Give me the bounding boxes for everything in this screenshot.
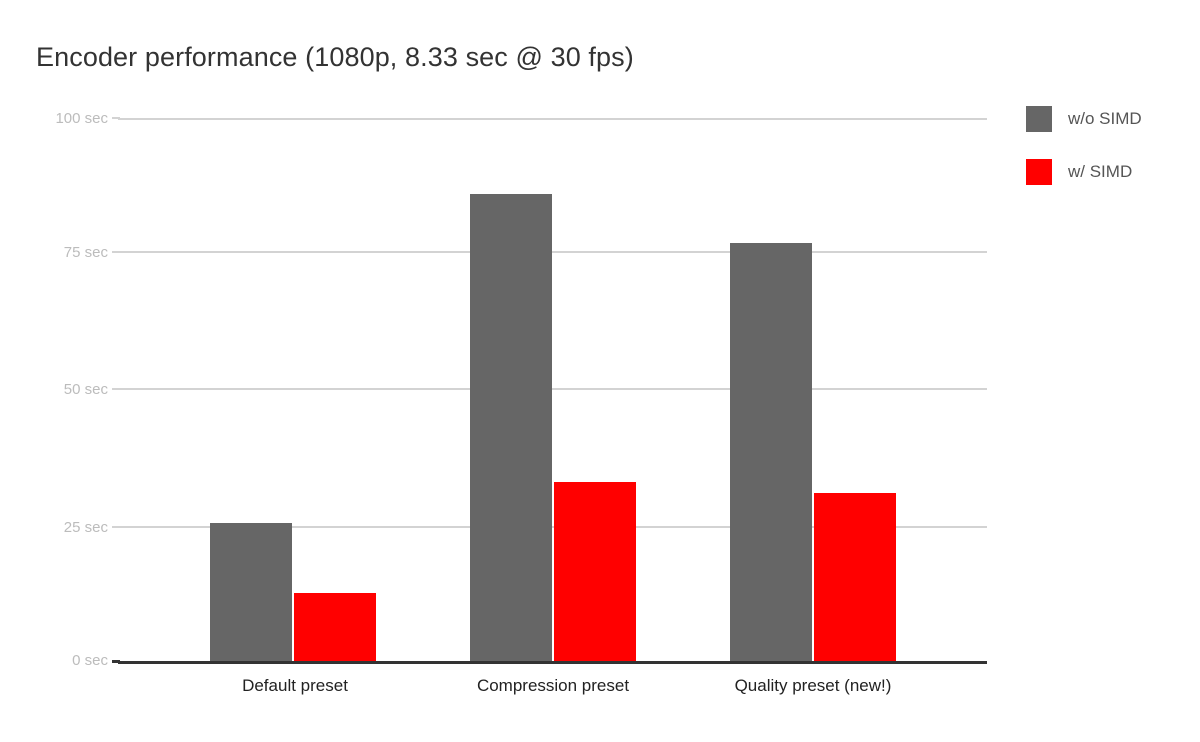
chart-title: Encoder performance (1080p, 8.33 sec @ 3…: [36, 42, 634, 72]
bar-default-preset-w-simd[interactable]: [294, 593, 376, 661]
x-tick-label-compression-preset: Compression preset: [476, 676, 630, 695]
legend-swatch-gray-icon: [1026, 106, 1052, 132]
y-tick-dash-100: [112, 117, 120, 119]
bar-default-preset-wo-simd[interactable]: [210, 523, 292, 661]
y-tick-dash-75: [112, 251, 120, 253]
bar-quality-preset-wo-simd[interactable]: [730, 243, 812, 661]
gridline-50: [118, 388, 987, 390]
bar-quality-preset-w-simd[interactable]: [814, 493, 896, 661]
y-tick-label-50: 50 sec: [63, 381, 108, 398]
y-tick-label-0: 0 sec: [72, 652, 108, 669]
x-tick-label-default-preset: Default preset: [242, 676, 348, 695]
y-tick-dash-25: [112, 526, 120, 528]
legend-item-wo-simd[interactable]: w/o SIMD: [1026, 106, 1142, 132]
y-tick-dash-0: [112, 660, 120, 663]
y-tick-dash-50: [112, 388, 120, 390]
gridline-100: [118, 118, 987, 120]
legend-label-wo-simd: w/o SIMD: [1068, 109, 1142, 128]
y-tick-label-75: 75 sec: [63, 244, 108, 261]
chart-legend: w/o SIMD w/ SIMD: [1026, 106, 1142, 212]
plot-area: [118, 118, 987, 664]
legend-item-w-simd[interactable]: w/ SIMD: [1026, 159, 1142, 185]
bar-compression-preset-w-simd[interactable]: [554, 482, 636, 661]
gridline-75: [118, 251, 987, 253]
x-tick-label-quality-preset: Quality preset (new!): [734, 676, 892, 695]
gridline-25: [118, 526, 987, 528]
legend-label-w-simd: w/ SIMD: [1068, 162, 1133, 181]
bar-compression-preset-wo-simd[interactable]: [470, 194, 552, 661]
y-tick-label-25: 25 sec: [63, 519, 108, 536]
axis-baseline: [118, 661, 987, 664]
legend-swatch-red-icon: [1026, 159, 1052, 185]
y-tick-label-100: 100 sec: [55, 110, 108, 127]
